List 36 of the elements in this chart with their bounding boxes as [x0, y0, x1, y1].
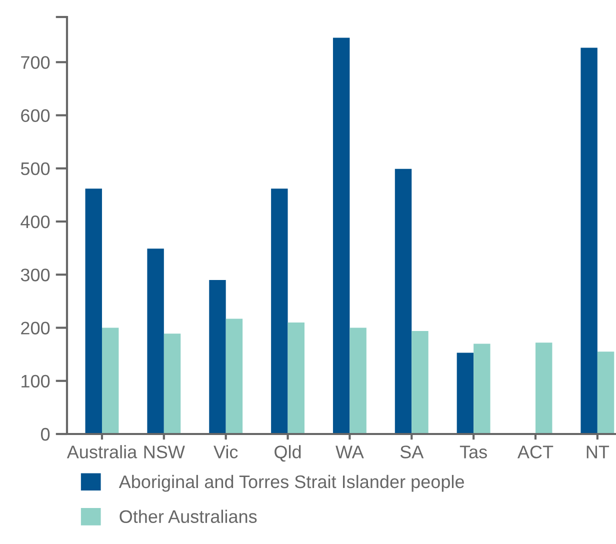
x-tick-label: WA	[336, 446, 364, 458]
x-tick-label: Australia	[66, 445, 138, 458]
legend-label: Other Australians	[120, 510, 257, 523]
y-tick-label: 200	[21, 322, 50, 334]
bar	[288, 322, 304, 434]
bar	[271, 188, 288, 434]
x-tick-label: NT	[586, 446, 610, 458]
bar	[597, 352, 614, 434]
bar	[332, 38, 350, 434]
bar	[535, 342, 552, 434]
y-tick-label: 100	[22, 374, 50, 388]
y-tick-label: 500	[20, 162, 50, 176]
bar	[456, 352, 474, 434]
y-tick-label: 400	[20, 215, 50, 228]
bar	[226, 318, 243, 434]
x-tick-label: ACT	[517, 446, 554, 458]
y-tick-label: 0	[41, 428, 50, 441]
bar	[164, 334, 181, 434]
x-tick-label: NSW	[144, 446, 185, 458]
bar	[85, 188, 102, 434]
bar	[474, 344, 490, 434]
bar	[394, 168, 412, 434]
x-tick-label: Vic	[214, 445, 238, 458]
x-tick-label: SA	[400, 446, 424, 458]
x-tick-label: Tas	[460, 446, 487, 458]
bar	[102, 328, 119, 434]
y-tick-label: 700	[21, 56, 50, 69]
y-tick-label: 600	[21, 109, 50, 122]
legend-label: Aboriginal and Torres Strait Islander people	[118, 474, 464, 492]
y-tick-label: 300	[20, 268, 50, 282]
bar	[209, 280, 226, 434]
bar	[350, 328, 366, 434]
bar	[147, 248, 164, 434]
x-tick-label: Qld	[274, 445, 301, 462]
bar	[580, 48, 598, 434]
bar	[412, 330, 428, 434]
